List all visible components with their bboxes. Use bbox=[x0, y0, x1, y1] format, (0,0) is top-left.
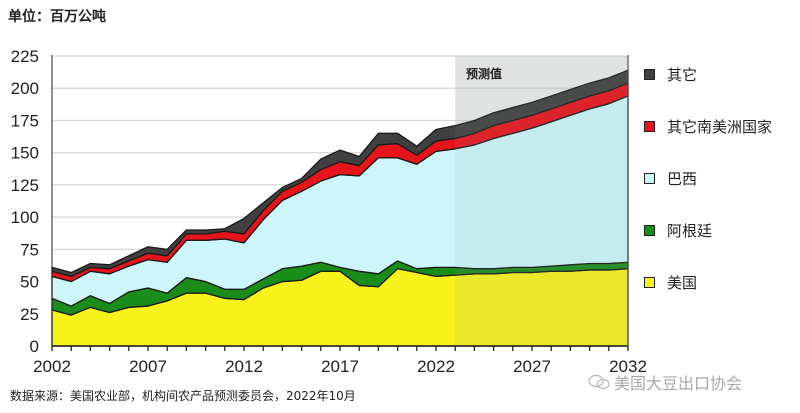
x-tick-label: 2007 bbox=[129, 357, 167, 376]
y-tick-label: 75 bbox=[20, 240, 39, 259]
y-tick-label: 100 bbox=[11, 208, 39, 227]
y-tick-label: 125 bbox=[11, 176, 39, 195]
axes bbox=[51, 55, 629, 351]
legend-item: 其它 bbox=[644, 64, 697, 85]
watermark: 美国大豆出口协会 bbox=[588, 370, 742, 394]
legend-label: 其它南美洲国家 bbox=[667, 118, 773, 136]
y-tick-label: 0 bbox=[30, 337, 39, 356]
unit-label: 单位：百万公吨 bbox=[8, 9, 106, 25]
x-tick-label: 2002 bbox=[33, 357, 71, 376]
legend-swatch-icon bbox=[644, 173, 655, 184]
watermark-text: 美国大豆出口协会 bbox=[614, 374, 743, 393]
y-tick-label: 50 bbox=[20, 273, 39, 292]
x-tick-label: 2012 bbox=[225, 357, 263, 376]
x-tick-label: 2017 bbox=[321, 357, 359, 376]
y-axis-labels: 0 25 50 75 100 125 150 175 200 225 bbox=[11, 47, 39, 356]
legend-swatch-icon bbox=[644, 121, 655, 132]
wechat-icon bbox=[588, 374, 610, 390]
legend-item: 阿根廷 bbox=[644, 220, 712, 241]
y-tick-label: 200 bbox=[11, 79, 39, 98]
legend-label: 其它 bbox=[667, 66, 698, 84]
y-tick-label: 150 bbox=[11, 144, 39, 163]
source-note: 数据来源：美国农业部，机构间农产品预测委员会，2022年10月 bbox=[10, 389, 356, 403]
area-series bbox=[51, 56, 629, 347]
y-tick-label: 225 bbox=[11, 47, 39, 66]
forecast-label: 预测值 bbox=[466, 66, 502, 81]
x-tick-label: 2027 bbox=[513, 357, 551, 376]
forecast-tint bbox=[455, 56, 628, 346]
x-axis-labels: 2002 2007 2012 2017 2022 2027 2032 bbox=[33, 357, 647, 376]
y-tick-label: 25 bbox=[20, 305, 39, 324]
legend-label: 美国 bbox=[667, 274, 698, 292]
legend-swatch-icon bbox=[644, 277, 655, 288]
legend-item: 美国 bbox=[644, 272, 697, 293]
legend-label: 阿根廷 bbox=[667, 222, 713, 240]
x-tick-label: 2032 bbox=[609, 357, 647, 376]
legend-label: 巴西 bbox=[667, 170, 698, 188]
x-tick-label: 2022 bbox=[417, 357, 455, 376]
legend-swatch-icon bbox=[644, 225, 655, 236]
y-tick-label: 175 bbox=[11, 111, 39, 130]
legend-swatch-icon bbox=[644, 69, 655, 80]
legend-item: 巴西 bbox=[644, 168, 697, 189]
legend-item: 其它南美洲国家 bbox=[644, 116, 772, 137]
